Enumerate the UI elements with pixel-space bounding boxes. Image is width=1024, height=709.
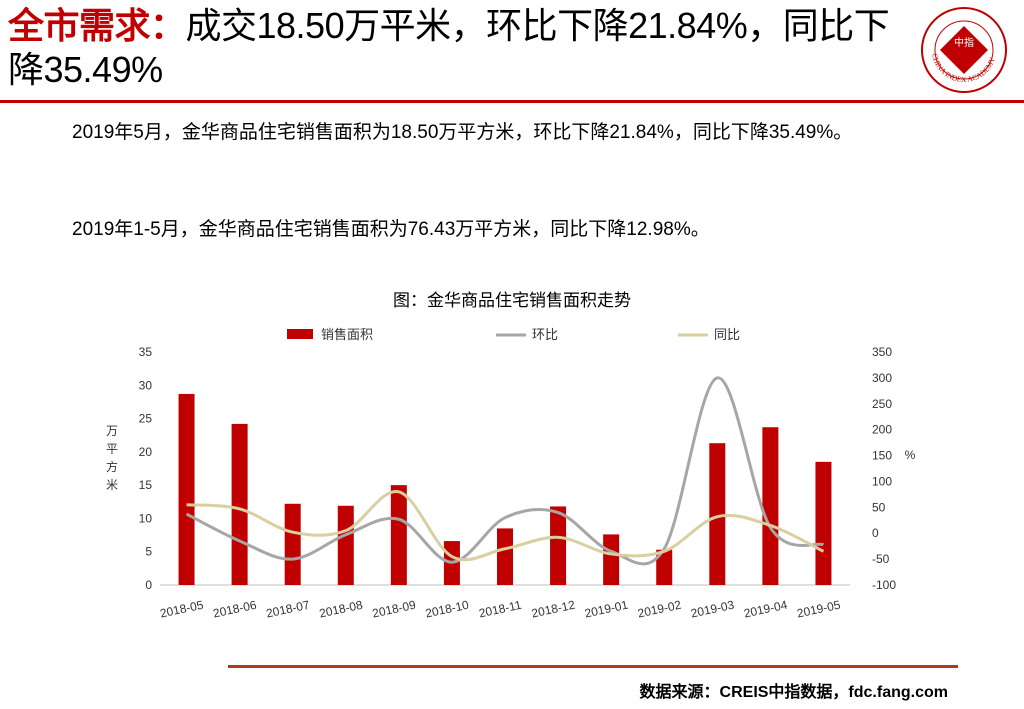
x-tick-label: 2019-02 xyxy=(636,598,682,621)
x-tick-label: 2018-11 xyxy=(478,598,523,621)
y-tick-label-left: 20 xyxy=(139,445,153,459)
yoy-line xyxy=(186,490,825,562)
x-tick-label: 2018-05 xyxy=(159,598,205,621)
title-divider xyxy=(0,100,1024,103)
legend-yoy-label: 同比 xyxy=(714,327,740,342)
bar xyxy=(709,443,726,585)
data-source: 数据来源：CREIS中指数据，fdc.fang.com xyxy=(639,684,948,701)
bar xyxy=(762,427,779,585)
y-tick-label-right: 0 xyxy=(872,526,879,540)
title-accent: 全市需求： xyxy=(8,5,186,46)
y-tick-label-left: 0 xyxy=(145,578,152,592)
y-tick-label-left: 10 xyxy=(139,511,153,525)
x-tick-label: 2018-07 xyxy=(265,598,311,621)
y-axis-label-char: 米 xyxy=(106,478,118,492)
footer-divider xyxy=(228,665,958,668)
bar xyxy=(390,485,407,585)
y-tick-label-left: 25 xyxy=(139,412,153,426)
x-tick-label: 2018-10 xyxy=(424,598,470,621)
x-tick-label: 2018-09 xyxy=(371,598,417,621)
y-tick-label-right: 250 xyxy=(872,397,892,411)
y-tick-label-right: 300 xyxy=(872,371,892,385)
sales-area-chart: 0 5 10 15 20 25 30 35 -100 -50 0 50 100 150 200 250 300 3… xyxy=(106,327,916,621)
logo-center-text: 中指 xyxy=(954,36,974,49)
bar xyxy=(656,549,673,585)
legend-bar-label: 销售面积 xyxy=(321,327,373,342)
bar xyxy=(231,423,248,585)
bar xyxy=(284,503,301,585)
y-axis-label-char: 平 xyxy=(106,442,118,456)
y-axis-label-char: 方 xyxy=(106,459,118,474)
page-title: 全市需求：成交18.50万平米，环比下降21.84%，同比下降35.49% xyxy=(8,4,913,92)
mom-line xyxy=(185,376,824,566)
chart-title: 图：金华商品住宅销售面积走势 xyxy=(393,291,631,310)
x-tick-label: 2018-08 xyxy=(318,598,364,621)
bar xyxy=(497,528,513,585)
y-tick-label-left: 35 xyxy=(139,345,153,359)
legend-mom-label: 环比 xyxy=(532,327,558,342)
x-tick-label: 2018-06 xyxy=(212,598,258,621)
y-tick-label-left: 5 xyxy=(145,545,152,559)
china-index-academy-logo: 中指 CHINA INDEX ACADEMY xyxy=(921,7,1007,93)
y-tick-label-right: 100 xyxy=(872,474,892,488)
x-tick-label: 2019-01 xyxy=(583,598,629,621)
bar xyxy=(603,534,620,585)
x-tick-label: 2018-12 xyxy=(530,598,576,621)
legend-bar-swatch xyxy=(287,329,313,339)
x-tick-label: 2019-04 xyxy=(743,598,789,621)
bar xyxy=(550,506,567,585)
x-tick-label: 2019-05 xyxy=(796,598,842,621)
y-tick-label-right: 350 xyxy=(872,345,892,359)
y-axis-label-char: 万 xyxy=(106,424,118,438)
y-tick-label-right: 50 xyxy=(872,500,886,514)
y2-axis-label: % xyxy=(905,448,916,462)
bar xyxy=(178,393,195,585)
y-tick-label-left: 15 xyxy=(139,478,153,492)
y-tick-label-right: -50 xyxy=(872,552,890,566)
y-tick-label-right: 200 xyxy=(872,423,892,437)
y-tick-label-left: 30 xyxy=(139,378,153,392)
paragraph-1: 2019年5月，金华商品住宅销售面积为18.50万平方米，环比下降21.84%，… xyxy=(72,122,853,143)
bar xyxy=(815,461,832,585)
y-tick-label-right: 150 xyxy=(872,449,892,463)
bar xyxy=(337,505,354,585)
title-rest: 成交18.50万平米，环比下降21.84%，同比下降35.49% xyxy=(8,5,890,90)
paragraph-2: 2019年1-5月，金华商品住宅销售面积为76.43万平方米，同比下降12.98… xyxy=(72,219,710,240)
y-tick-label-right: -100 xyxy=(872,578,896,592)
x-tick-label: 2019-03 xyxy=(689,598,735,621)
